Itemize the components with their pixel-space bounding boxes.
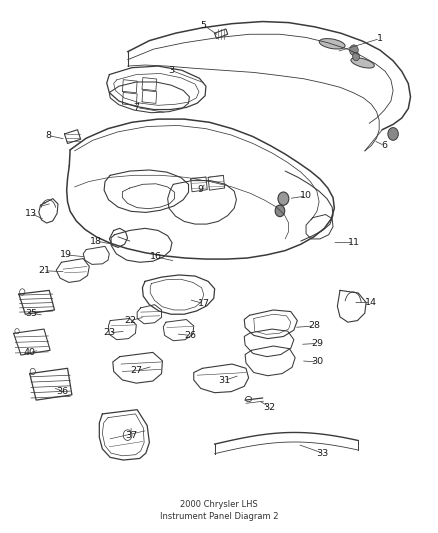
Text: 2000 Chrysler LHS
Instrument Panel Diagram 2: 2000 Chrysler LHS Instrument Panel Diagr…	[160, 500, 278, 521]
Text: 40: 40	[24, 348, 35, 357]
Circle shape	[350, 45, 358, 55]
Ellipse shape	[319, 38, 345, 49]
Text: 19: 19	[60, 251, 72, 260]
Text: 10: 10	[300, 191, 312, 200]
Text: 6: 6	[381, 141, 387, 150]
Text: 35: 35	[25, 309, 37, 318]
Text: 3: 3	[168, 66, 174, 75]
Text: 7: 7	[133, 103, 139, 112]
Ellipse shape	[275, 205, 285, 216]
Text: 27: 27	[131, 367, 142, 375]
Text: 33: 33	[317, 449, 328, 458]
Ellipse shape	[351, 58, 374, 68]
Text: 13: 13	[25, 209, 37, 218]
Text: 36: 36	[56, 386, 68, 395]
Circle shape	[388, 127, 398, 140]
Text: 23: 23	[103, 328, 115, 337]
Text: 1: 1	[377, 34, 383, 43]
Text: 28: 28	[308, 321, 320, 330]
Ellipse shape	[278, 192, 289, 205]
Text: 29: 29	[311, 339, 323, 348]
Text: 21: 21	[38, 266, 50, 275]
Text: 18: 18	[90, 237, 102, 246]
Text: 31: 31	[218, 376, 230, 385]
Text: 11: 11	[348, 238, 360, 247]
Text: 32: 32	[263, 402, 276, 411]
Text: 14: 14	[364, 298, 376, 307]
Circle shape	[353, 52, 360, 61]
Text: 37: 37	[125, 431, 137, 440]
Text: 26: 26	[185, 331, 197, 340]
Text: 5: 5	[201, 21, 207, 30]
Text: 30: 30	[311, 358, 323, 367]
Text: 22: 22	[124, 316, 136, 325]
Text: 17: 17	[198, 299, 210, 308]
Text: 16: 16	[150, 253, 162, 262]
Text: 8: 8	[46, 131, 51, 140]
Text: 9: 9	[198, 185, 204, 194]
